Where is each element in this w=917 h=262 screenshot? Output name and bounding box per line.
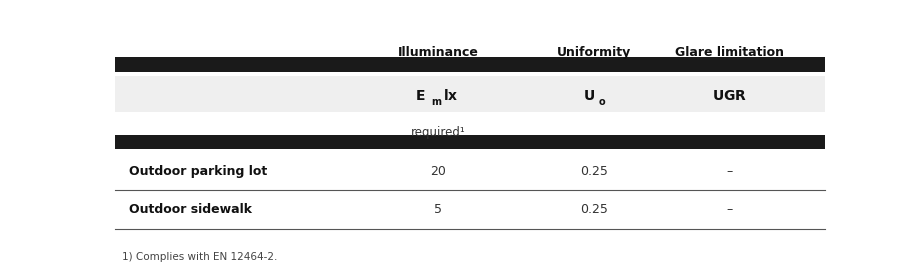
Text: Glare limitation: Glare limitation (675, 46, 784, 59)
Bar (115, 57, 825, 72)
Bar (115, 76, 825, 112)
Text: 1) Complies with EN 12464-2.: 1) Complies with EN 12464-2. (122, 252, 277, 262)
Text: $\mathbf{UGR}$: $\mathbf{UGR}$ (712, 89, 746, 103)
Text: $\mathbf{o}$: $\mathbf{o}$ (598, 97, 606, 107)
Text: Outdoor parking lot: Outdoor parking lot (128, 165, 267, 178)
Text: –: – (726, 165, 733, 178)
Text: Uniformity: Uniformity (558, 46, 632, 59)
Text: $\mathbf{lx}$: $\mathbf{lx}$ (443, 89, 458, 103)
Text: $\mathbf{E}$: $\mathbf{E}$ (415, 89, 425, 103)
Text: 5: 5 (434, 204, 442, 216)
Text: required¹: required¹ (411, 126, 465, 139)
Text: 0.25: 0.25 (580, 204, 608, 216)
Bar (115, 135, 825, 149)
Text: 0.25: 0.25 (580, 165, 608, 178)
Text: 20: 20 (430, 165, 446, 178)
Text: $\mathbf{U}$: $\mathbf{U}$ (582, 89, 594, 103)
Text: $\mathbf{m}$: $\mathbf{m}$ (431, 97, 442, 107)
Text: –: – (726, 204, 733, 216)
Text: Outdoor sidewalk: Outdoor sidewalk (128, 204, 252, 216)
Text: Illuminance: Illuminance (398, 46, 479, 59)
